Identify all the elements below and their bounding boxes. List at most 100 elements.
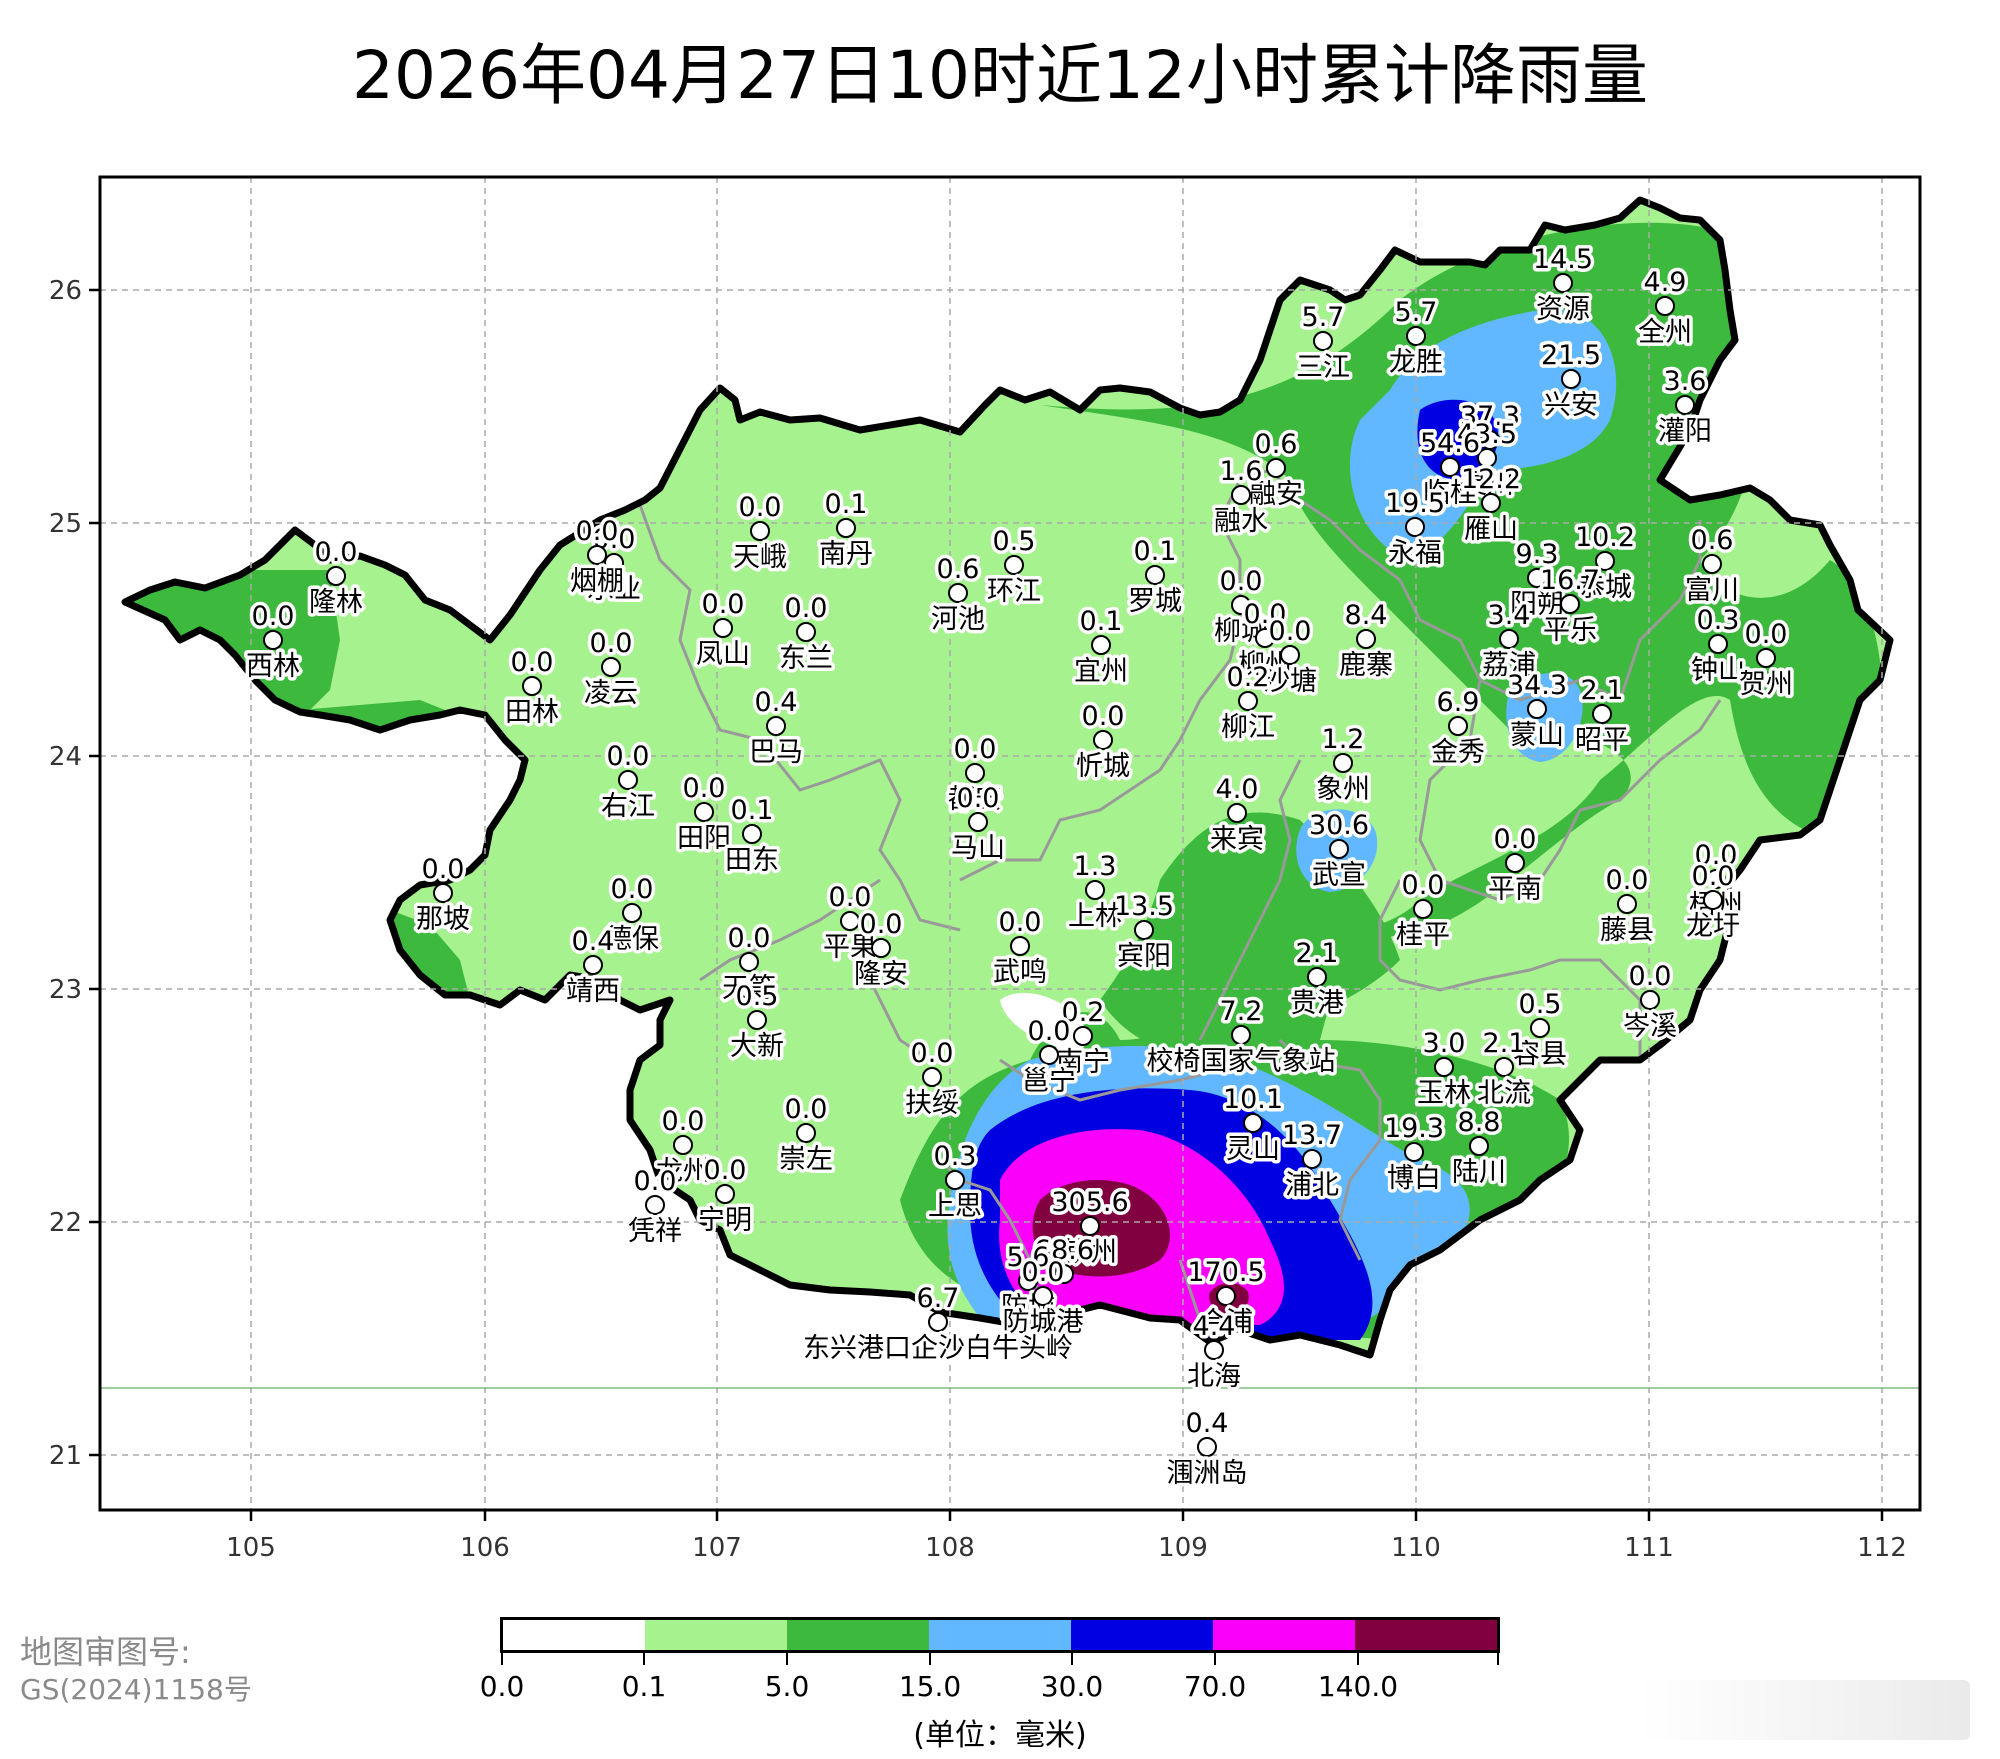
station-marker: 4.9 全州 [1635,264,1696,352]
station-value: 14.5 [1533,244,1593,275]
station-dot-icon [1307,967,1327,987]
station-dot-icon [1675,395,1695,415]
station-name: 象州 [1316,774,1370,805]
station-marker: 0.0乐业 [584,521,645,609]
station-dot-icon [1093,730,1113,750]
station-value: 8.8 [1458,1107,1501,1138]
station-value: 5.7 [1395,297,1438,328]
station-marker: 0.4 靖西 [563,923,624,1011]
station-marker: 0.0 天峨 [730,489,791,577]
station-name: 雁山 [1464,514,1518,545]
station-name: 融安 [1249,479,1303,510]
station-value: 0.0 [999,907,1042,938]
station-value: 0.0 [829,882,872,913]
station-dot-icon [1004,555,1024,575]
station-marker: 5.7 龙胜 [1386,294,1447,382]
station-name: 南宁 [1056,1047,1110,1078]
station-dot-icon [1333,753,1353,773]
station-name: 博白 [1387,1163,1441,1194]
station-value: 0.0 [785,593,828,624]
station-value: 2.1 [1483,1028,1526,1059]
station-dot-icon [1197,1437,1217,1457]
station-value: 0.0 [252,601,295,632]
station-value: 0.0 [957,783,1000,814]
station-value: 170.5 [1187,1257,1264,1288]
legend-label-6: 140.0 [1317,1670,1399,1703]
station-name: 柳江 [1221,712,1275,743]
station-name: 资源 [1536,294,1590,325]
legend-label-5: 70.0 [1183,1670,1247,1703]
y-tick-25: 25 [49,509,82,539]
station-dot-icon [645,1195,665,1215]
map-approval-number: 地图审图号: GS(2024)1158号 [20,1632,252,1708]
gridlines [100,177,1920,1510]
station-marker: 0.0 德保 [602,871,663,959]
station-marker: 0.0 岑溪 [1620,958,1681,1046]
station-dot-icon [1231,485,1251,505]
station-value: 0.6 [1255,429,1298,460]
station-dot-icon [1145,565,1165,585]
station-dot-icon [739,952,759,972]
station-name: 右江 [601,791,655,822]
station-dot-icon [433,883,453,903]
legend-swatch-4 [1071,1620,1213,1650]
station-dot-icon [604,553,624,573]
station-dot-icon [750,521,770,541]
approval-label: 地图审图号: [20,1633,191,1671]
station-name: 凌云 [584,678,638,709]
station-name: 贵港 [1290,988,1344,1019]
legend-label-3: 15.0 [898,1670,962,1703]
station-value: 5.6 [1007,1242,1050,1273]
station-name: 宾阳 [1117,941,1171,972]
station-name: 融水 [1214,506,1268,537]
station-dot-icon [1655,296,1675,316]
station-dot-icon [1640,990,1660,1010]
y-tick-23: 23 [49,975,82,1005]
station-dot-icon [1238,691,1258,711]
station-marker: 0.5 容县 [1510,986,1571,1074]
plot-border [98,175,1922,1512]
station-dot-icon [1440,457,1460,477]
station-marker: 6.7 东兴港口企沙白牛头岭 [800,1280,1077,1368]
station-value: 12.2 [1461,464,1521,495]
station-dot-icon [694,802,714,822]
station-marker: 0.0 烟棚 [567,513,628,601]
legend-label-0: 0.0 [479,1670,525,1703]
station-dot-icon [1553,273,1573,293]
station-marker: 0.0 崇左 [776,1091,837,1179]
station-dot-icon [1469,1136,1489,1156]
station-marker: 0.0 宁明 [695,1152,756,1240]
station-name: 西林 [246,651,300,682]
station-dot-icon [1617,894,1637,914]
station-marker: 0.0 沙塘 [1260,613,1321,701]
station-marker: 305.6 钦州 [1048,1184,1132,1272]
station-marker: 0.1 宜州 [1071,603,1132,691]
station-dot-icon [1033,1286,1053,1306]
station-name: 环江 [987,576,1041,607]
station-dot-icon [1527,699,1547,719]
station-name: 靖西 [566,976,620,1007]
station-dot-icon [1073,1026,1093,1046]
station-dot-icon [326,566,346,586]
station-marker: 0.3 上思 [925,1138,986,1226]
station-marker: 3.0 玉林 [1414,1025,1475,1113]
station-value: 21.5 [1541,340,1601,371]
station-dot-icon [1039,1045,1059,1065]
approval-code: GS(2024)1158号 [20,1673,252,1706]
station-value: 0.0 [315,537,358,568]
station-dot-icon [871,938,891,958]
station-name: 岑溪 [1623,1011,1677,1042]
y-tick-labels: 26 25 24 23 22 21 [49,276,82,1471]
station-dot-icon [840,911,860,931]
x-tick-105: 105 [226,1533,276,1563]
station-value: 0.0 [590,628,633,659]
station-value: 0.0 [422,854,465,885]
station-marker: 13.5 宾阳 [1110,888,1177,976]
legend-swatch-5 [1213,1620,1355,1650]
station-name: 钦州 [1063,1237,1117,1268]
station-marker: 12.2 雁山 [1457,461,1524,549]
station-value: 34.3 [1507,670,1567,701]
x-tick-106: 106 [460,1533,510,1563]
station-value: 0.0 [911,1038,954,1069]
station-value: 0.0 [1606,865,1649,896]
